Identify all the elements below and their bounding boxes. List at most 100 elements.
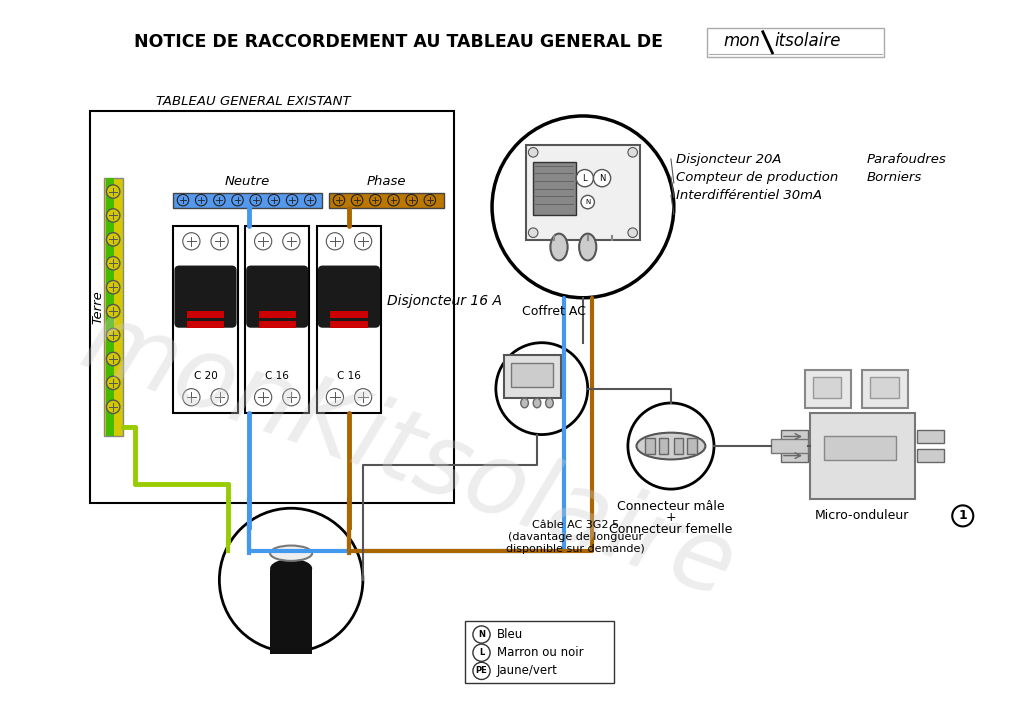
Circle shape: [406, 194, 418, 206]
Bar: [658, 438, 668, 454]
Circle shape: [211, 389, 228, 406]
Bar: [331, 321, 368, 328]
Ellipse shape: [637, 432, 706, 460]
Text: Terre: Terre: [91, 290, 104, 324]
Circle shape: [214, 194, 225, 206]
Ellipse shape: [551, 234, 567, 260]
Text: Marron ou noir: Marron ou noir: [497, 646, 584, 659]
Text: 1: 1: [958, 509, 967, 523]
Bar: [916, 449, 944, 462]
Bar: [259, 311, 296, 318]
Bar: [465, 621, 613, 683]
Circle shape: [219, 508, 362, 652]
Circle shape: [106, 209, 120, 222]
Text: Coffret AC: Coffret AC: [522, 305, 586, 318]
Circle shape: [106, 305, 120, 318]
Circle shape: [106, 376, 120, 389]
Circle shape: [196, 194, 207, 206]
Bar: [106, 178, 114, 437]
Text: C 20: C 20: [194, 371, 217, 381]
Ellipse shape: [270, 546, 312, 561]
Circle shape: [333, 194, 345, 206]
Bar: [687, 438, 696, 454]
Bar: [90, 111, 454, 503]
Circle shape: [304, 194, 316, 206]
Text: Interdifférentiel 30mA: Interdifférentiel 30mA: [676, 189, 822, 202]
Bar: [317, 226, 381, 412]
Bar: [824, 437, 896, 460]
Text: N: N: [599, 174, 605, 183]
Bar: [674, 438, 683, 454]
Bar: [645, 438, 654, 454]
Circle shape: [106, 352, 120, 366]
Circle shape: [354, 233, 372, 250]
Circle shape: [581, 195, 594, 209]
Bar: [186, 321, 224, 328]
Text: Connecteur femelle: Connecteur femelle: [609, 523, 732, 536]
Circle shape: [628, 403, 714, 489]
Circle shape: [106, 400, 120, 414]
Ellipse shape: [270, 559, 312, 578]
Circle shape: [370, 194, 381, 206]
Text: Câble AC 3G2.5
(davantage de longueur
disponible sur demande): Câble AC 3G2.5 (davantage de longueur di…: [506, 521, 645, 554]
Text: Connecteur mâle: Connecteur mâle: [617, 500, 725, 513]
FancyBboxPatch shape: [174, 265, 237, 328]
Text: Phase: Phase: [367, 174, 407, 188]
Circle shape: [628, 228, 638, 237]
Bar: [331, 311, 368, 318]
Bar: [103, 178, 123, 437]
Circle shape: [211, 233, 228, 250]
Bar: [186, 311, 224, 318]
Text: Parafoudres: Parafoudres: [867, 153, 947, 166]
Circle shape: [268, 194, 280, 206]
Text: C 16: C 16: [265, 371, 289, 381]
Circle shape: [528, 148, 538, 157]
Bar: [708, 28, 885, 57]
Circle shape: [255, 389, 271, 406]
Circle shape: [327, 389, 343, 406]
Circle shape: [106, 328, 120, 342]
Circle shape: [283, 389, 300, 406]
Text: Compteur de production: Compteur de production: [676, 171, 838, 184]
Ellipse shape: [534, 398, 541, 408]
Circle shape: [473, 644, 490, 661]
Bar: [534, 162, 577, 214]
Bar: [525, 145, 640, 240]
Bar: [173, 192, 322, 208]
Circle shape: [255, 233, 271, 250]
Circle shape: [628, 148, 638, 157]
Bar: [270, 571, 312, 654]
Text: Borniers: Borniers: [867, 171, 923, 184]
Bar: [781, 449, 808, 462]
Circle shape: [182, 233, 200, 250]
Bar: [813, 377, 842, 398]
Bar: [870, 377, 899, 398]
Circle shape: [351, 194, 362, 206]
Circle shape: [177, 194, 188, 206]
Circle shape: [493, 116, 674, 298]
Text: monKitsolaire: monKitsolaire: [69, 293, 748, 619]
Text: N: N: [585, 199, 591, 205]
Text: Micro-onduleur: Micro-onduleur: [815, 509, 909, 523]
Bar: [805, 369, 851, 408]
Text: Jaune/vert: Jaune/vert: [497, 665, 558, 678]
Bar: [259, 321, 296, 328]
Ellipse shape: [521, 398, 528, 408]
Circle shape: [327, 233, 343, 250]
Bar: [862, 369, 908, 408]
Bar: [504, 355, 561, 398]
Ellipse shape: [580, 234, 596, 260]
Text: Bleu: Bleu: [497, 628, 523, 641]
Bar: [781, 429, 808, 443]
Circle shape: [577, 169, 594, 186]
Circle shape: [528, 228, 538, 237]
Circle shape: [354, 389, 372, 406]
Text: C 16: C 16: [337, 371, 360, 381]
Text: mon: mon: [723, 32, 760, 50]
Text: Neutre: Neutre: [225, 174, 270, 188]
Text: TABLEAU GENERAL EXISTANT: TABLEAU GENERAL EXISTANT: [156, 95, 350, 108]
Text: +: +: [666, 511, 676, 524]
FancyBboxPatch shape: [246, 265, 308, 328]
Circle shape: [283, 233, 300, 250]
Text: Disjoncteur 16 A: Disjoncteur 16 A: [387, 294, 502, 308]
